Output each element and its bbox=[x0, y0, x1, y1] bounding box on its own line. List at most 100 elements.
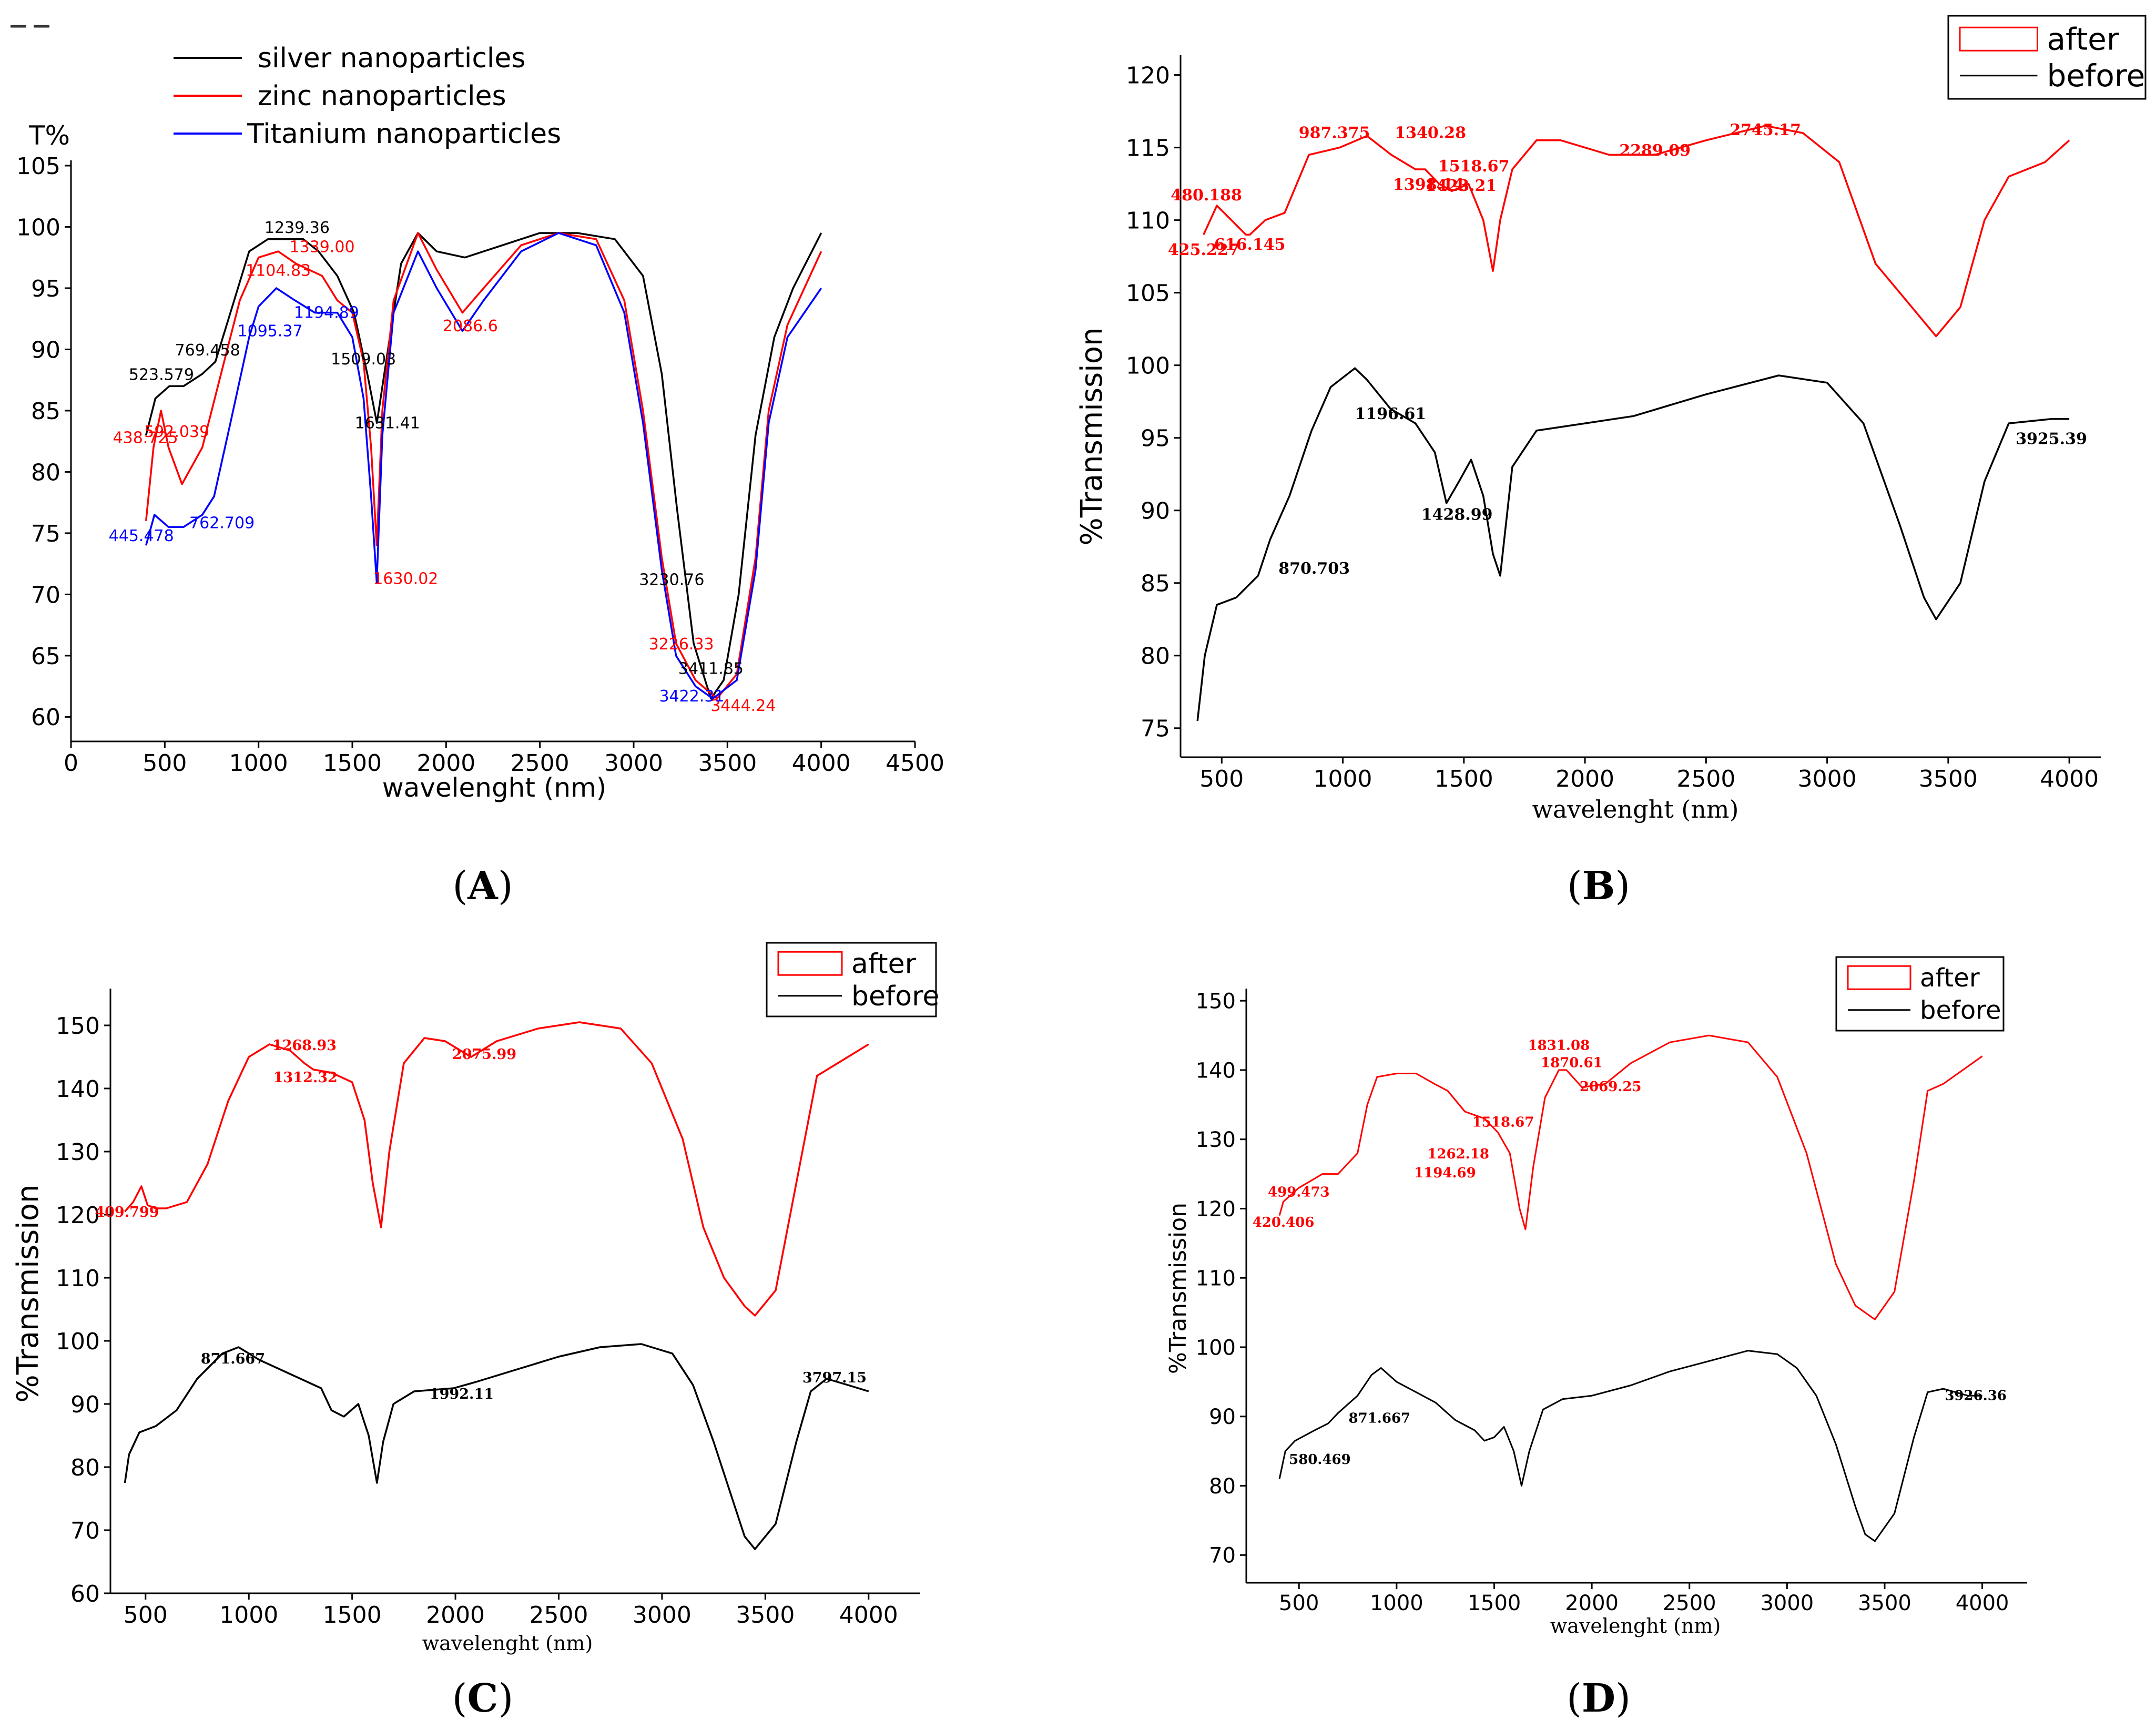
data-label: 2289.09 bbox=[1619, 141, 1691, 160]
data-label: 523.579 bbox=[129, 365, 194, 384]
x-tick-label: 1500 bbox=[323, 1602, 382, 1629]
x-tick-label: 500 bbox=[1199, 766, 1244, 792]
data-label: 1239.36 bbox=[265, 219, 330, 237]
data-label: 3230.76 bbox=[639, 571, 704, 589]
data-label: 1339.00 bbox=[290, 238, 355, 257]
data-label: 2075.99 bbox=[452, 1046, 516, 1063]
x-tick-label: 4000 bbox=[839, 1602, 898, 1629]
legend-box bbox=[1835, 956, 2005, 1032]
x-tick-label: 3000 bbox=[633, 1602, 691, 1629]
y-tick-label: 105 bbox=[1126, 280, 1170, 307]
y-tick-label: 60 bbox=[31, 704, 60, 731]
data-label: 420.406 bbox=[1253, 1215, 1315, 1230]
data-label: 1509.03 bbox=[331, 350, 396, 369]
panel-b: 500 1000 1500 2000 2500 3000 3500 4000 75 80 85 90 9… bbox=[1075, 15, 2147, 823]
data-label: 425.227 bbox=[1168, 241, 1239, 259]
y-tick-label: 90 bbox=[1141, 498, 1170, 525]
caption-a: (A) bbox=[452, 863, 513, 909]
data-label: 3926.36 bbox=[1945, 1388, 2007, 1403]
data-label: 580.469 bbox=[1289, 1452, 1351, 1468]
y-tick-label: 150 bbox=[1196, 990, 1236, 1014]
caption-d: (D) bbox=[1567, 1676, 1631, 1721]
legend-swatch bbox=[1847, 965, 1911, 990]
x-tick-label: 2500 bbox=[511, 750, 569, 777]
x-tick-label: 1000 bbox=[219, 1602, 278, 1629]
series-line-after bbox=[1278, 1034, 1983, 1320]
x-tick-label: 3500 bbox=[698, 750, 757, 777]
series-line-after bbox=[124, 1021, 869, 1317]
data-label: 1423.21 bbox=[1426, 177, 1497, 195]
legend-label: before bbox=[1920, 996, 2001, 1025]
x-tick-label: 2000 bbox=[1555, 766, 1614, 792]
legend-label: zinc nanoparticles bbox=[258, 80, 506, 112]
data-label: 438.725 bbox=[113, 429, 178, 447]
x-axis-label: wavelenght (nm) bbox=[1532, 795, 1739, 823]
x-tick-label: 1000 bbox=[229, 750, 288, 777]
data-label: 445.478 bbox=[109, 527, 174, 545]
y-tick-label: 110 bbox=[56, 1265, 100, 1292]
x-axis-label: wavelenght (nm) bbox=[382, 772, 607, 803]
x-tick-label: 2000 bbox=[1565, 1591, 1619, 1615]
data-label: 871.667 bbox=[201, 1351, 265, 1367]
legend-label: before bbox=[851, 981, 939, 1012]
y-tick-label: 95 bbox=[1141, 425, 1170, 452]
x-tick-label: 3500 bbox=[736, 1602, 795, 1629]
data-label: 769.458 bbox=[175, 341, 240, 360]
y-tick-label: 150 bbox=[56, 1013, 100, 1040]
data-label: 987.375 bbox=[1299, 124, 1370, 143]
series-line-after bbox=[1203, 125, 2070, 338]
y-tick-label: 75 bbox=[1141, 716, 1170, 742]
data-label: 1831.08 bbox=[1528, 1038, 1590, 1054]
x-tick-label: 1500 bbox=[1468, 1591, 1521, 1615]
data-label: 1095.37 bbox=[238, 322, 303, 341]
data-label: 1194.89 bbox=[294, 304, 359, 322]
legend-label: Titanium nanoparticles bbox=[247, 118, 561, 150]
x-tick-label: 500 bbox=[124, 1602, 168, 1629]
data-label: 592.039 bbox=[144, 423, 209, 441]
data-label: 1196.61 bbox=[1355, 405, 1426, 423]
series-line-titanium-nanoparticles bbox=[145, 232, 822, 700]
y-tick-label: 75 bbox=[31, 521, 60, 547]
data-label: 2086.6 bbox=[443, 317, 498, 335]
data-label: 3797.15 bbox=[802, 1370, 867, 1386]
legend-label: silver nanoparticles bbox=[258, 43, 525, 74]
legend-swatch bbox=[777, 951, 843, 976]
data-label: 3226.33 bbox=[649, 635, 714, 654]
data-label: 1870.61 bbox=[1541, 1055, 1603, 1071]
x-tick-label: 3000 bbox=[1798, 766, 1857, 792]
data-label: 2069.25 bbox=[1580, 1079, 1642, 1095]
y-tick-label: 110 bbox=[1196, 1267, 1236, 1291]
y-tick-label: 90 bbox=[31, 337, 60, 363]
y-tick-label: 100 bbox=[16, 214, 60, 241]
data-label: 1518.67 bbox=[1438, 157, 1510, 176]
y-tick-label: 90 bbox=[1209, 1405, 1236, 1429]
series-line-before bbox=[124, 1343, 869, 1550]
legend-label: after bbox=[851, 948, 917, 980]
legend-box bbox=[1947, 15, 2147, 100]
data-label: 1194.69 bbox=[1414, 1165, 1476, 1181]
x-tick-label: 3000 bbox=[1760, 1591, 1814, 1615]
y-tick-label: 100 bbox=[1196, 1336, 1236, 1360]
series-line-before bbox=[1278, 1350, 1982, 1542]
data-label: 1631.41 bbox=[355, 414, 420, 432]
x-axis-label: wavelenght (nm) bbox=[422, 1632, 593, 1655]
caption-b: (B) bbox=[1567, 863, 1630, 909]
panel-a: 0 500 1000 1500 2000 2500 3000 3500 4000 4500 60 65… bbox=[16, 43, 944, 803]
y-tick-label: 90 bbox=[70, 1391, 100, 1418]
y-tick-label: 120 bbox=[56, 1202, 100, 1229]
y-axis-label: %Transmission bbox=[11, 1185, 45, 1403]
x-tick-label: 4000 bbox=[2040, 766, 2099, 792]
y-axis-label: T% bbox=[28, 120, 70, 151]
data-label: 3444.24 bbox=[710, 697, 776, 715]
data-label: 3422.31 bbox=[659, 687, 724, 706]
x-tick-label: 1000 bbox=[1370, 1591, 1423, 1615]
data-label: 1312.32 bbox=[273, 1070, 338, 1086]
y-tick-label: 65 bbox=[31, 643, 60, 670]
x-tick-label: 4500 bbox=[886, 750, 944, 777]
x-tick-label: 500 bbox=[1279, 1591, 1319, 1615]
data-label: 3411.85 bbox=[678, 660, 744, 678]
legend-label: after bbox=[1920, 963, 1980, 993]
data-label: 1630.02 bbox=[373, 569, 438, 588]
x-tick-label: 2500 bbox=[530, 1602, 588, 1629]
